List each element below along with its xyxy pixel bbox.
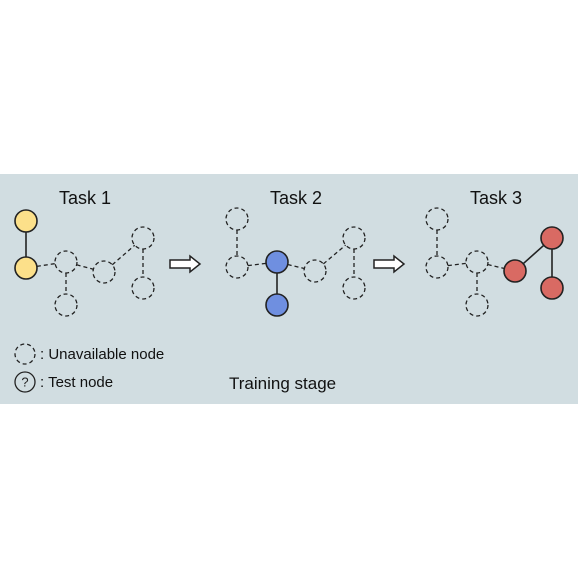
- unavailable-node: [342, 226, 366, 250]
- legend-unavailable-label: : Unavailable node: [40, 345, 165, 363]
- training-stage-panel: Task 1 Task 2 Task 3 : Unavailable node …: [0, 174, 578, 404]
- task-1-title: Task 1: [58, 188, 112, 208]
- dashed-edge-4: [487, 263, 505, 270]
- right-arrow-icon: [373, 254, 406, 274]
- task-3-graph: [425, 207, 564, 317]
- unavailable-node: [92, 260, 116, 284]
- dashed-edge-2: [447, 262, 467, 267]
- dashed-edge-4: [76, 264, 94, 270]
- available-node: [540, 276, 564, 300]
- unavailable-node: [465, 250, 489, 274]
- unavailable-node: [54, 250, 78, 274]
- available-node: [14, 209, 38, 233]
- legend-test: ? : Test node: [14, 371, 113, 393]
- unavailable-node: [225, 207, 249, 231]
- task-3-title: Task 3: [469, 188, 523, 208]
- stage-label: Training stage: [229, 374, 337, 393]
- test-node-icon: ?: [14, 371, 36, 393]
- available-node: [265, 250, 289, 274]
- dashed-edge-4: [287, 263, 305, 270]
- unavailable-node: [425, 255, 449, 279]
- available-node: [540, 226, 564, 250]
- right-arrow-icon: [169, 254, 202, 274]
- task-graphs: [14, 207, 564, 317]
- task-2-title: Task 2: [269, 188, 323, 208]
- dashed-edge-2: [36, 262, 56, 268]
- dashed-edge-5: [111, 244, 136, 266]
- unavailable-node: [131, 276, 155, 300]
- unavailable-node: [465, 293, 489, 317]
- unavailable-node-icon: [14, 343, 36, 365]
- edge-5: [522, 244, 545, 265]
- available-node: [14, 256, 38, 280]
- unavailable-node: [131, 226, 155, 250]
- unavailable-node: [342, 276, 366, 300]
- unavailable-node: [303, 259, 327, 283]
- dashed-edge-2: [247, 262, 267, 267]
- available-node: [265, 293, 289, 317]
- legend-test-label: : Test node: [40, 373, 114, 391]
- task-2-graph: [225, 207, 366, 317]
- dashed-edge-5: [322, 244, 347, 265]
- unavailable-node: [225, 255, 249, 279]
- legend-unavailable: : Unavailable node: [14, 343, 164, 365]
- task-1-graph: [14, 209, 155, 317]
- unavailable-node: [54, 293, 78, 317]
- available-node: [503, 259, 527, 283]
- unavailable-node: [425, 207, 449, 231]
- test-node-symbol: ?: [21, 375, 28, 390]
